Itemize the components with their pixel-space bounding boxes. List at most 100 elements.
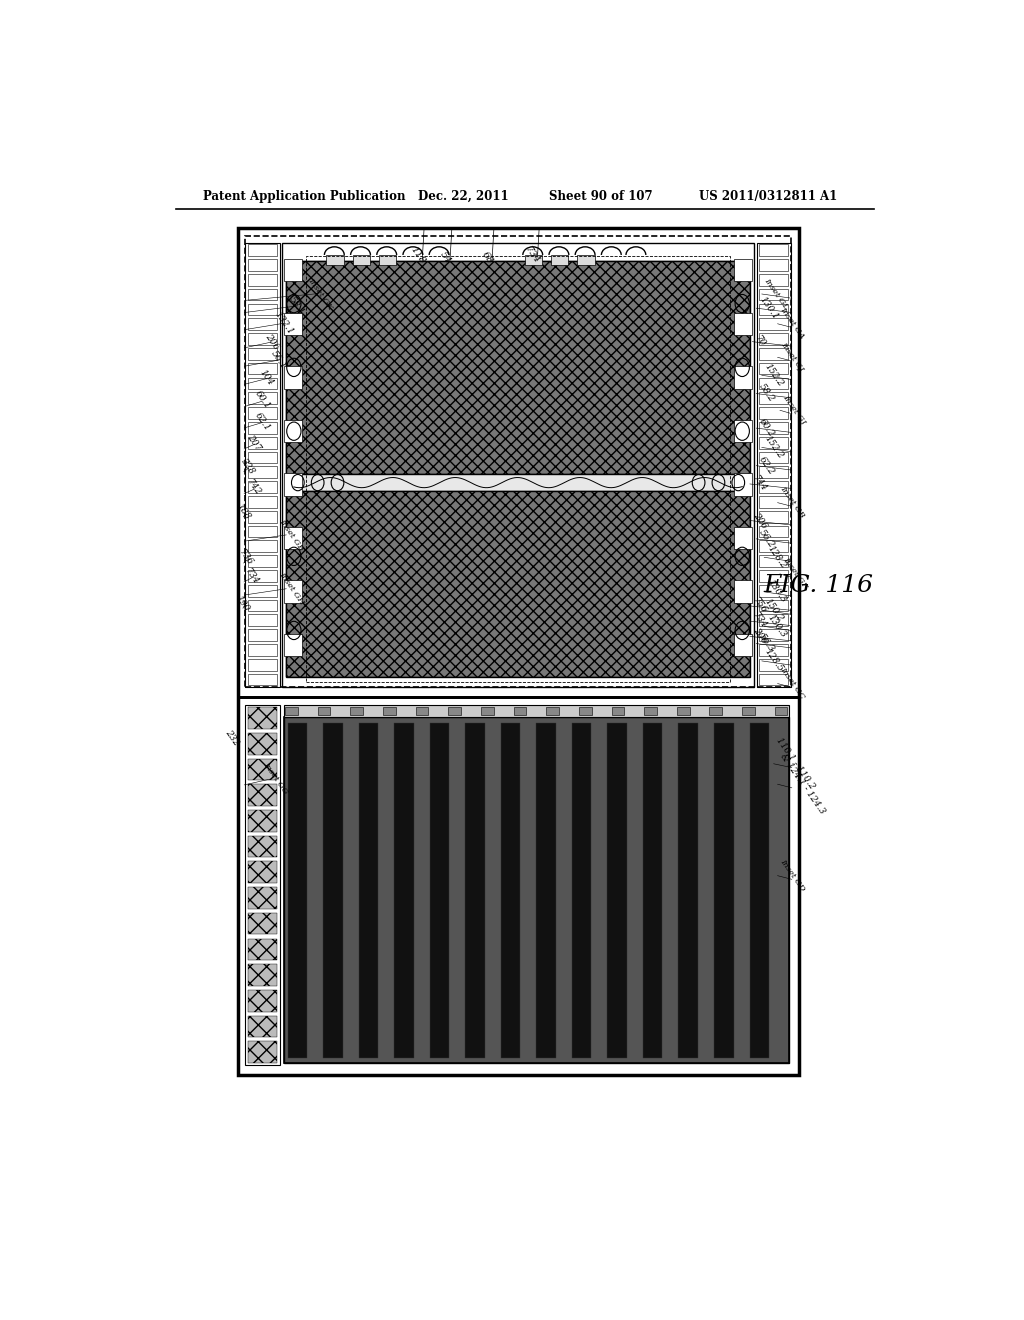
Bar xyxy=(248,630,278,642)
Bar xyxy=(775,708,787,715)
Bar xyxy=(551,255,568,265)
Bar xyxy=(759,466,788,478)
Text: 58.2: 58.2 xyxy=(758,383,776,404)
Text: 734: 734 xyxy=(751,611,768,631)
Bar xyxy=(248,759,278,780)
Bar xyxy=(644,708,657,715)
Bar xyxy=(248,259,278,271)
Bar xyxy=(246,705,280,1065)
Text: 152.2: 152.2 xyxy=(763,362,785,388)
Bar xyxy=(327,255,344,265)
Bar xyxy=(248,289,278,301)
Bar xyxy=(759,659,788,671)
Text: 60.1: 60.1 xyxy=(253,389,272,411)
Bar xyxy=(248,733,278,755)
Bar xyxy=(734,474,752,496)
Bar xyxy=(358,722,378,1057)
Bar xyxy=(248,913,278,935)
Bar xyxy=(248,708,278,729)
Bar xyxy=(284,718,790,1063)
Text: 130.1: 130.1 xyxy=(758,294,779,321)
Text: 756: 756 xyxy=(751,595,768,615)
Text: 128.5: 128.5 xyxy=(763,647,785,673)
Bar xyxy=(759,630,788,642)
Bar xyxy=(759,348,788,359)
Bar xyxy=(759,525,788,537)
Bar xyxy=(238,227,799,1076)
Bar xyxy=(383,708,395,715)
Bar xyxy=(759,482,788,492)
Bar xyxy=(248,348,278,359)
Bar xyxy=(246,236,791,686)
Bar xyxy=(759,318,788,330)
Bar xyxy=(611,708,625,715)
Bar xyxy=(352,255,370,265)
Bar xyxy=(285,708,298,715)
Text: FIG. 116: FIG. 116 xyxy=(764,574,873,597)
Bar xyxy=(248,1041,278,1063)
Text: Sheet 90 of 107: Sheet 90 of 107 xyxy=(549,190,652,202)
Text: 188: 188 xyxy=(236,503,252,521)
Text: 56.2: 56.2 xyxy=(758,528,776,549)
Bar xyxy=(734,527,752,549)
Bar xyxy=(759,540,788,552)
Text: 132.1: 132.1 xyxy=(273,310,296,337)
Bar xyxy=(248,836,278,858)
Text: 150.2: 150.2 xyxy=(763,597,785,623)
Bar xyxy=(248,496,278,508)
Bar xyxy=(734,366,752,388)
Bar xyxy=(449,708,461,715)
Text: 60.2: 60.2 xyxy=(758,417,776,438)
Text: 56.1: 56.1 xyxy=(269,348,288,371)
Text: 736: 736 xyxy=(238,548,255,568)
Text: & 124.1 - 124.3: & 124.1 - 124.3 xyxy=(778,751,827,816)
Bar xyxy=(742,708,755,715)
Text: Inset GC: Inset GC xyxy=(778,665,807,701)
Text: 62.1: 62.1 xyxy=(253,411,272,433)
Bar xyxy=(579,708,592,715)
Bar xyxy=(248,570,278,582)
Text: 110.1 - 110.2: 110.1 - 110.2 xyxy=(775,735,817,791)
Bar xyxy=(246,243,280,686)
Text: 206: 206 xyxy=(751,627,768,645)
Text: Inset GJ: Inset GJ xyxy=(781,393,807,425)
Bar xyxy=(578,255,595,265)
Text: 118: 118 xyxy=(409,244,427,265)
Bar xyxy=(248,862,278,883)
Bar xyxy=(323,722,343,1057)
Bar xyxy=(759,673,788,685)
Bar xyxy=(248,1015,278,1038)
Bar xyxy=(248,451,278,463)
Text: 734: 734 xyxy=(243,566,260,586)
Bar xyxy=(734,313,752,335)
Bar xyxy=(286,491,751,677)
Text: 56.3: 56.3 xyxy=(758,632,776,653)
Text: 232: 232 xyxy=(223,729,241,747)
Bar xyxy=(759,437,788,449)
Bar xyxy=(759,378,788,389)
Bar xyxy=(759,259,788,271)
Bar xyxy=(759,407,788,418)
Text: Inset GJ: Inset GJ xyxy=(778,341,805,372)
Bar xyxy=(284,718,790,1063)
Bar xyxy=(514,708,526,715)
Bar xyxy=(248,810,278,832)
Bar xyxy=(759,392,788,404)
Bar xyxy=(317,708,331,715)
Bar xyxy=(285,313,302,335)
Bar xyxy=(285,366,302,388)
Bar xyxy=(394,722,414,1057)
Bar xyxy=(759,511,788,523)
Text: US 2011/0312811 A1: US 2011/0312811 A1 xyxy=(699,190,838,202)
Bar xyxy=(759,333,788,345)
Bar xyxy=(607,722,627,1057)
Bar xyxy=(248,964,278,986)
Bar xyxy=(248,437,278,449)
Bar xyxy=(677,708,689,715)
Bar xyxy=(759,585,788,597)
Bar xyxy=(759,614,788,626)
Bar xyxy=(285,634,302,656)
Bar xyxy=(248,673,278,685)
Bar xyxy=(248,273,278,285)
Bar xyxy=(248,378,278,389)
